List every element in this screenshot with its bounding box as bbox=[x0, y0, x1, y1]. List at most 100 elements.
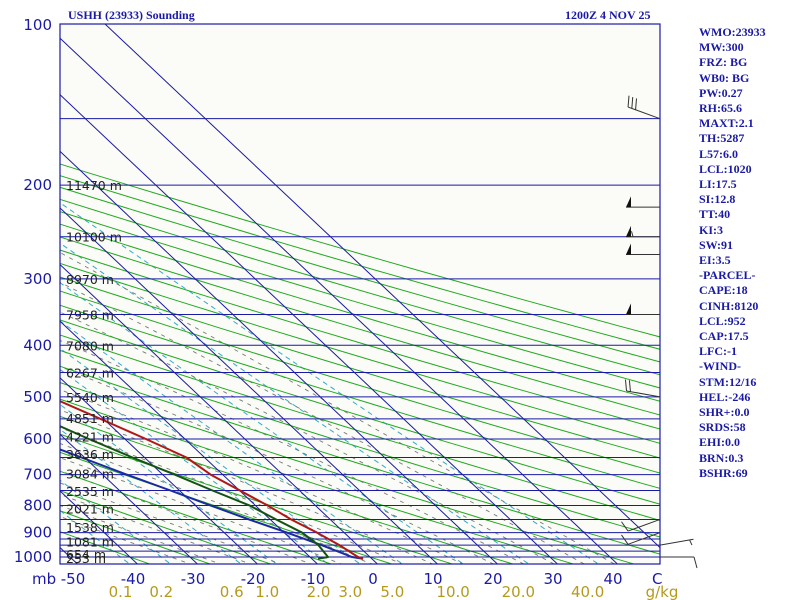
dry-adiabat bbox=[60, 198, 660, 376]
dry-adiabat bbox=[60, 276, 660, 459]
dry-adiabat bbox=[60, 451, 394, 564]
height-label: 1081 m bbox=[66, 534, 114, 549]
isobars bbox=[60, 118, 660, 558]
index-row: CINH:8120 bbox=[699, 298, 759, 313]
height-label: 2021 m bbox=[66, 501, 114, 516]
temperature-tick-label: 0 bbox=[368, 570, 378, 588]
dry-adiabat bbox=[60, 249, 660, 430]
isotherm bbox=[60, 207, 439, 564]
wind-barb bbox=[659, 538, 694, 546]
index-row: SRDS:58 bbox=[699, 420, 746, 435]
pressure-tick-label: 900 bbox=[23, 524, 52, 542]
pressure-axis-label: mb bbox=[32, 570, 56, 588]
mixing-ratio-line bbox=[60, 202, 600, 564]
wind-barb bbox=[626, 225, 660, 238]
pressure-tick-label: 800 bbox=[23, 496, 52, 514]
height-label: 7958 m bbox=[66, 307, 114, 322]
temperature-tick-label: 10 bbox=[423, 570, 442, 588]
index-row: HEL:-246 bbox=[699, 389, 751, 404]
mixing-ratio-axis-label: g/kg bbox=[646, 583, 679, 600]
moist-adiabat bbox=[60, 409, 434, 564]
plot-frame bbox=[59, 23, 661, 565]
isotherm bbox=[60, 377, 259, 564]
height-label: 253 m bbox=[66, 551, 106, 566]
index-row: LFC:-1 bbox=[699, 344, 737, 359]
index-row: MW:300 bbox=[699, 40, 744, 55]
chart-title: USHH (23933) Sounding bbox=[68, 8, 195, 22]
index-row: SW:91 bbox=[699, 237, 734, 252]
temperature-tick-label: 20 bbox=[483, 570, 502, 588]
index-row: SHR+:0.0 bbox=[699, 405, 750, 420]
wind-barb bbox=[627, 95, 661, 120]
dry-adiabat bbox=[60, 365, 660, 555]
index-row: KI:3 bbox=[699, 222, 723, 237]
index-row: WB0: BG bbox=[699, 70, 750, 85]
height-label: 10100 m bbox=[66, 230, 122, 245]
dry-adiabat bbox=[60, 223, 660, 402]
dry-adiabat bbox=[60, 334, 660, 521]
mixing-ratio-label: 2.0 bbox=[307, 583, 331, 600]
wind-barbs bbox=[621, 95, 698, 569]
height-label: 1538 m bbox=[66, 520, 114, 535]
height-label: 5540 m bbox=[66, 390, 114, 405]
index-row: BRN:0.3 bbox=[699, 450, 744, 465]
mixing-ratio-line bbox=[60, 242, 530, 564]
index-row: WMO:23933 bbox=[699, 25, 766, 39]
dry-adiabat bbox=[60, 490, 273, 564]
dry-adiabat bbox=[60, 175, 660, 350]
index-row: -WIND- bbox=[699, 359, 741, 374]
temperature-trace bbox=[60, 400, 364, 560]
pressure-tick-label: 500 bbox=[23, 388, 52, 406]
wind-barb bbox=[621, 518, 661, 532]
isotherms bbox=[60, 24, 660, 564]
dry-adiabats bbox=[60, 163, 660, 564]
wind-barb bbox=[621, 532, 661, 545]
index-row: CAPE:18 bbox=[699, 283, 748, 298]
index-row: STM:12/16 bbox=[699, 374, 757, 389]
pressure-tick-label: 300 bbox=[23, 270, 52, 288]
dry-adiabat bbox=[60, 398, 576, 564]
index-row: TH:5287 bbox=[699, 131, 745, 146]
moist-adiabat bbox=[60, 365, 495, 564]
mixing-ratio-line bbox=[60, 368, 330, 564]
isotherm bbox=[104, 24, 660, 549]
dry-adiabat bbox=[60, 262, 660, 444]
isotherm bbox=[60, 320, 319, 564]
height-label: 4851 m bbox=[66, 411, 114, 426]
mixing-ratio-label: 20.0 bbox=[502, 583, 535, 600]
dewpoint-trace bbox=[60, 425, 329, 560]
wind-barb bbox=[626, 303, 660, 315]
pressure-tick-label: 400 bbox=[23, 336, 52, 354]
pressure-tick-label: 600 bbox=[23, 430, 52, 448]
index-row: LI:17.5 bbox=[699, 177, 737, 192]
wind-barb bbox=[626, 196, 660, 208]
height-label: 8970 m bbox=[66, 272, 114, 287]
pressure-tick-label: 700 bbox=[23, 466, 52, 484]
dry-adiabat bbox=[60, 349, 660, 538]
dry-adiabat bbox=[60, 470, 333, 564]
wind-barb bbox=[624, 379, 661, 398]
dry-adiabat bbox=[60, 415, 515, 564]
isotherm bbox=[60, 150, 499, 564]
temperature-tick-label: 40 bbox=[603, 570, 622, 588]
mixing-ratio-line bbox=[60, 428, 243, 564]
mixing-ratio-label: 10.0 bbox=[436, 583, 469, 600]
mixing-ratio-label: 40.0 bbox=[571, 583, 604, 600]
index-row: -PARCEL- bbox=[699, 268, 756, 283]
mixing-ratio-label: 0.6 bbox=[220, 583, 244, 600]
wind-barb bbox=[626, 243, 660, 255]
height-label: 6267 m bbox=[66, 366, 114, 381]
index-row: L57:6.0 bbox=[699, 146, 738, 161]
mixing-ratio-line bbox=[60, 509, 131, 564]
temperature-tick-label: -20 bbox=[241, 570, 266, 588]
temperature-tick-label: 30 bbox=[543, 570, 562, 588]
dry-adiabat bbox=[60, 304, 660, 489]
index-row: LCL:952 bbox=[699, 313, 746, 328]
pressure-tick-label: 200 bbox=[23, 176, 52, 194]
index-row: TT:40 bbox=[699, 207, 731, 222]
dry-adiabat bbox=[60, 163, 660, 338]
plot-border bbox=[59, 23, 661, 565]
isotherm bbox=[60, 94, 559, 564]
